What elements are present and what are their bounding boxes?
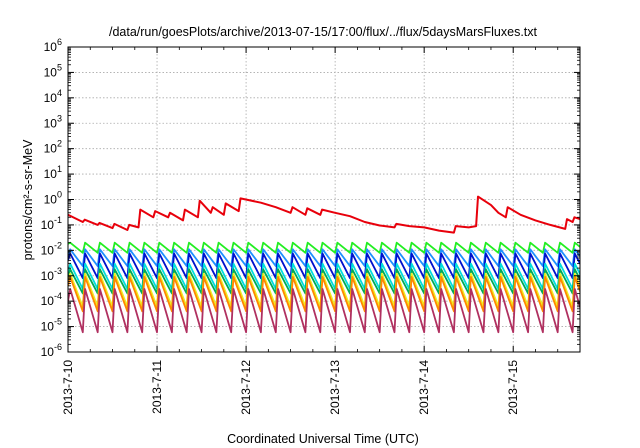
x-tick-label: 2013-7-11 [150,360,164,414]
y-tick-label: 10-2 [41,240,62,257]
series-line [68,276,580,313]
x-tick-label: 2013-7-10 [61,360,75,415]
x-tick-label: 2013-7-14 [417,360,431,415]
x-tick-label: 2013-7-12 [239,360,253,415]
y-tick-label: 10-5 [41,317,62,334]
y-tick-label: 10-6 [41,342,62,359]
y-tick-label: 104 [44,88,62,105]
y-tick-label: 106 [44,37,62,54]
x-tick-label: 2013-7-13 [328,360,342,415]
series-line [68,241,580,254]
y-axis-label: protons/cm²-s-sr-MeV [21,139,35,261]
grid [68,47,580,352]
y-tick-label: 10-4 [41,291,62,308]
y-tick-label: 100 [44,190,62,207]
x-axis: 2013-7-10 2013-7-11 2013-7-12 2013-7-13 2013… [61,47,559,415]
y-tick-label: 103 [44,113,62,130]
y-tick-label: 10-1 [41,215,62,232]
series-line [68,288,580,334]
x-tick-label: 2013-7-15 [506,360,520,415]
series-line [68,248,580,267]
series-line [68,195,580,234]
y-tick-label: 102 [44,139,62,156]
series-line [68,252,580,280]
y-axis: 10-6 10-5 10-4 10-3 10-2 10-1 100 101 102 103 104 1… [41,37,580,359]
series-group [68,195,580,334]
x-axis-label: Coordinated Universal Time (UTC) [227,432,419,446]
y-tick-label: 105 [44,62,62,79]
y-tick-label: 10-3 [41,266,62,283]
chart-title: /data/run/goesPlots/archive/2013-07-15/1… [109,25,538,39]
y-tick-label: 101 [44,164,62,181]
